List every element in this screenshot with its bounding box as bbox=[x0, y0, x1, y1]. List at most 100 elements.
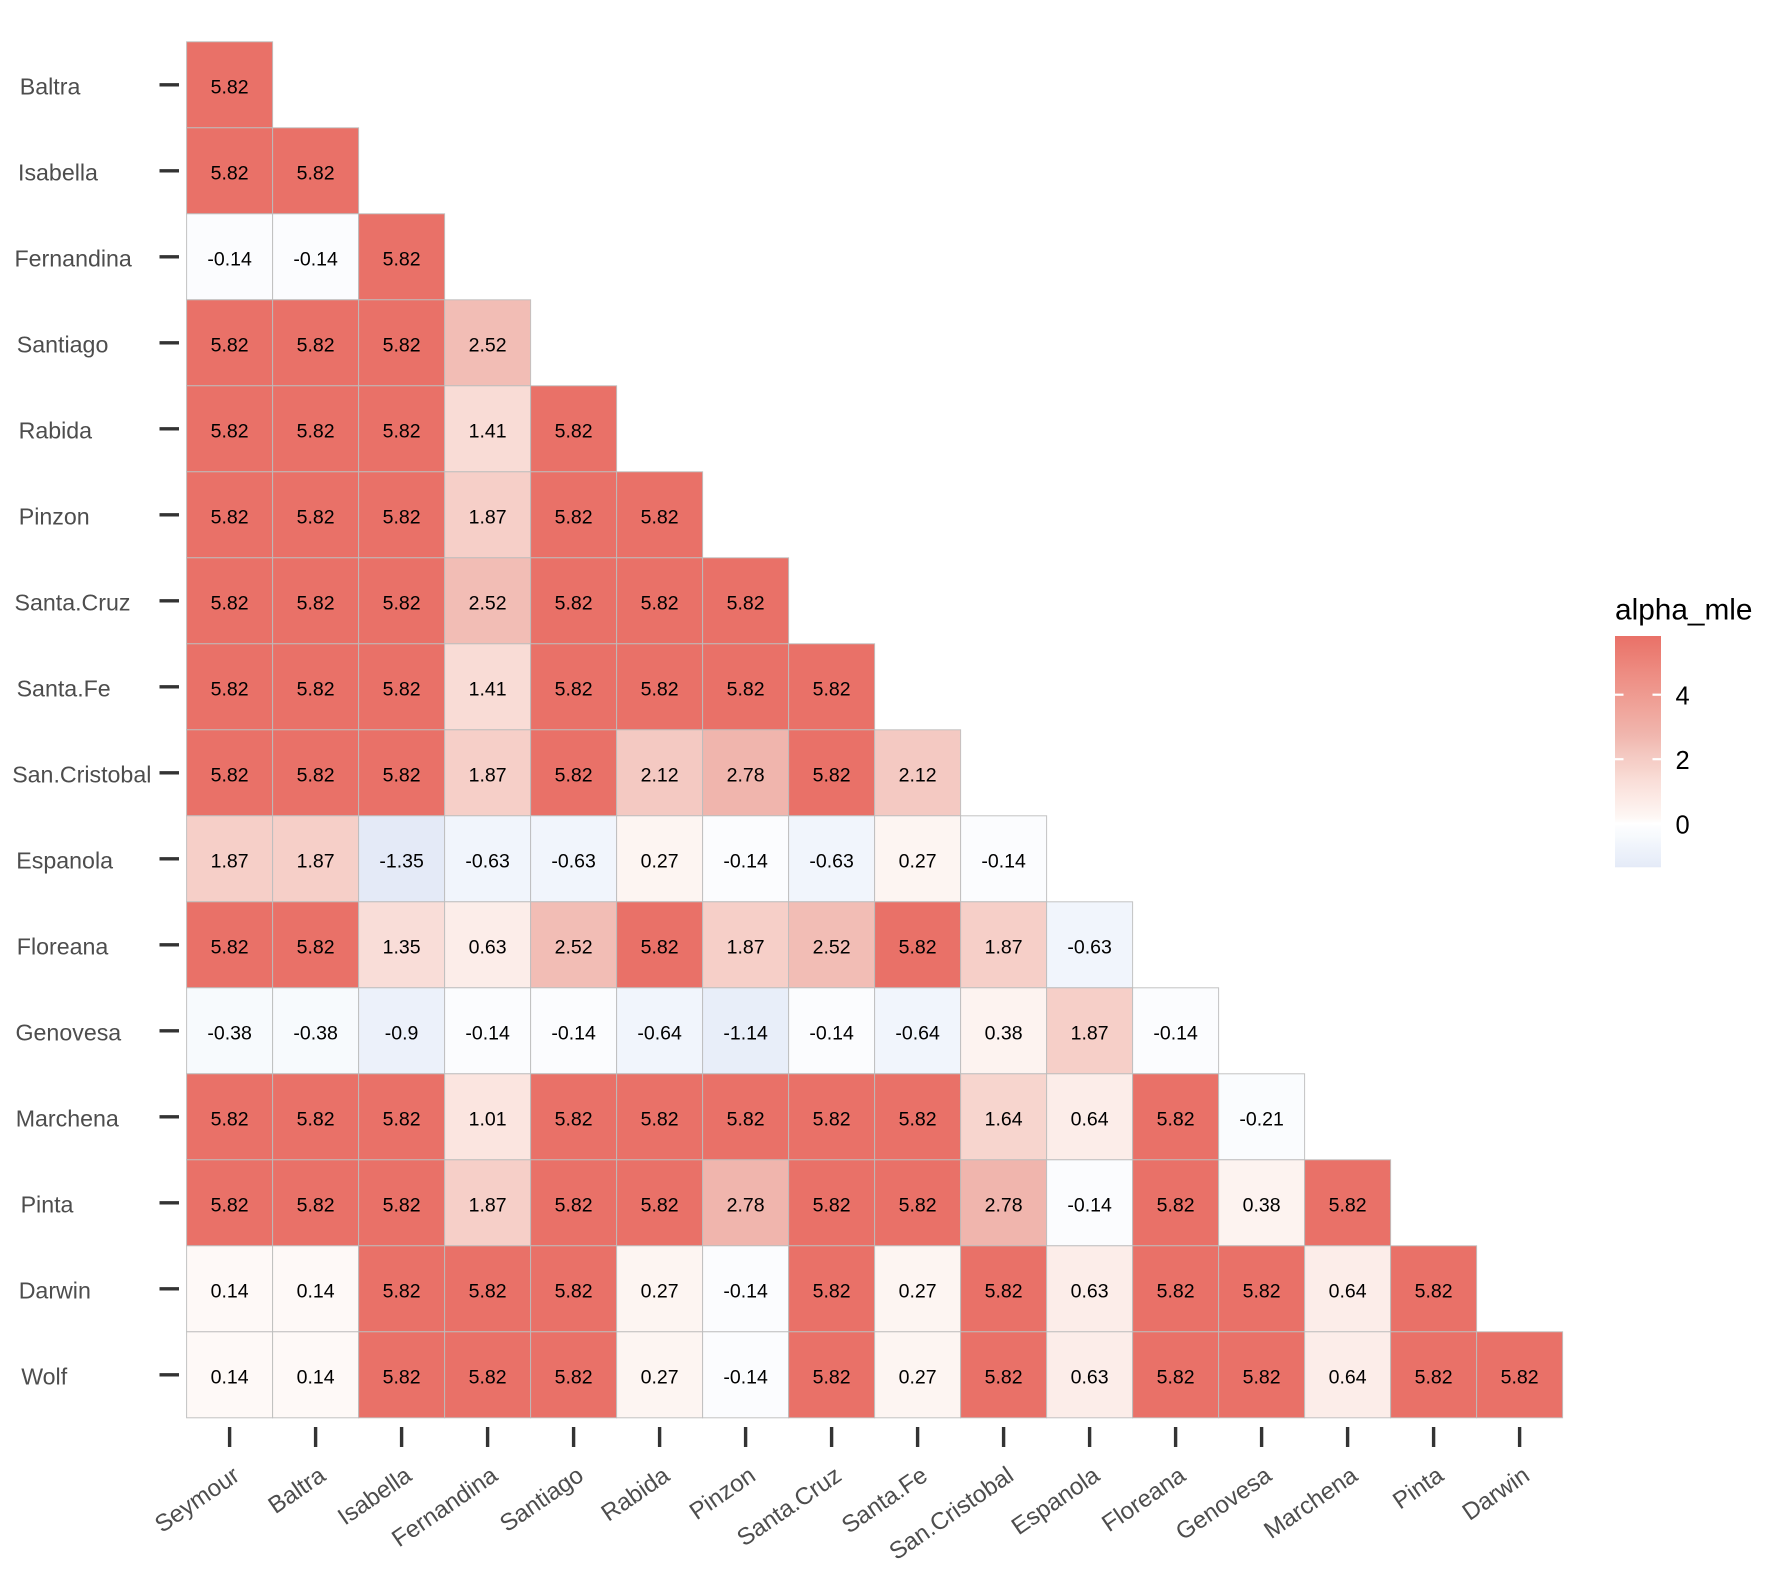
svg-text:5.82: 5.82 bbox=[211, 1108, 249, 1130]
svg-text:5.82: 5.82 bbox=[297, 1108, 335, 1130]
svg-text:1.87: 1.87 bbox=[211, 850, 249, 872]
svg-text:5.82: 5.82 bbox=[211, 162, 249, 184]
svg-text:1.01: 1.01 bbox=[469, 1108, 507, 1130]
svg-text:Wolf: Wolf bbox=[21, 1363, 68, 1389]
svg-text:Pinta: Pinta bbox=[21, 1191, 74, 1217]
svg-text:-0.38: -0.38 bbox=[207, 1022, 251, 1044]
svg-text:0.27: 0.27 bbox=[899, 1366, 937, 1388]
svg-text:5.82: 5.82 bbox=[1157, 1108, 1195, 1130]
svg-text:5.82: 5.82 bbox=[1243, 1366, 1281, 1388]
svg-text:5.82: 5.82 bbox=[985, 1280, 1023, 1302]
svg-text:-0.14: -0.14 bbox=[723, 1280, 768, 1302]
svg-text:5.82: 5.82 bbox=[1415, 1366, 1453, 1388]
svg-text:-0.14: -0.14 bbox=[551, 1022, 596, 1044]
svg-text:0.14: 0.14 bbox=[297, 1366, 335, 1388]
svg-text:Fernandina: Fernandina bbox=[15, 245, 132, 271]
svg-text:1.64: 1.64 bbox=[985, 1108, 1023, 1130]
svg-text:5.82: 5.82 bbox=[555, 1108, 593, 1130]
svg-text:-0.9: -0.9 bbox=[385, 1022, 419, 1044]
svg-text:5.82: 5.82 bbox=[297, 506, 335, 528]
svg-text:5.82: 5.82 bbox=[727, 678, 765, 700]
svg-text:5.82: 5.82 bbox=[211, 76, 249, 98]
svg-text:0.27: 0.27 bbox=[641, 1366, 679, 1388]
svg-text:Darwin: Darwin bbox=[19, 1277, 91, 1303]
svg-text:0.14: 0.14 bbox=[211, 1280, 249, 1302]
svg-text:5.82: 5.82 bbox=[813, 1280, 851, 1302]
svg-text:5.82: 5.82 bbox=[813, 1194, 851, 1216]
svg-text:Marchena: Marchena bbox=[16, 1105, 119, 1131]
svg-text:5.82: 5.82 bbox=[555, 506, 593, 528]
svg-text:Isabella: Isabella bbox=[18, 159, 98, 185]
svg-text:Santa.Fe: Santa.Fe bbox=[17, 675, 111, 701]
svg-text:5.82: 5.82 bbox=[383, 506, 421, 528]
svg-text:5.82: 5.82 bbox=[383, 420, 421, 442]
svg-text:5.82: 5.82 bbox=[1157, 1194, 1195, 1216]
svg-text:5.82: 5.82 bbox=[383, 1194, 421, 1216]
svg-text:5.82: 5.82 bbox=[383, 334, 421, 356]
svg-text:5.82: 5.82 bbox=[641, 936, 679, 958]
svg-text:5.82: 5.82 bbox=[211, 936, 249, 958]
svg-text:5.82: 5.82 bbox=[383, 1366, 421, 1388]
svg-text:-0.14: -0.14 bbox=[723, 850, 768, 872]
svg-text:5.82: 5.82 bbox=[641, 592, 679, 614]
svg-text:1.87: 1.87 bbox=[727, 936, 765, 958]
svg-text:5.82: 5.82 bbox=[211, 1194, 249, 1216]
svg-text:5.82: 5.82 bbox=[555, 1194, 593, 1216]
svg-text:-0.38: -0.38 bbox=[293, 1022, 337, 1044]
svg-text:-0.63: -0.63 bbox=[551, 850, 595, 872]
svg-text:Baltra: Baltra bbox=[20, 73, 81, 99]
svg-text:1.87: 1.87 bbox=[469, 764, 507, 786]
svg-text:2: 2 bbox=[1676, 747, 1690, 775]
svg-text:5.82: 5.82 bbox=[555, 1280, 593, 1302]
svg-text:5.82: 5.82 bbox=[1501, 1366, 1539, 1388]
svg-text:5.82: 5.82 bbox=[813, 1108, 851, 1130]
svg-text:-0.63: -0.63 bbox=[1067, 936, 1111, 958]
svg-text:5.82: 5.82 bbox=[899, 936, 937, 958]
svg-text:-0.21: -0.21 bbox=[1239, 1108, 1283, 1130]
svg-text:5.82: 5.82 bbox=[211, 592, 249, 614]
svg-text:0.27: 0.27 bbox=[641, 1280, 679, 1302]
svg-text:2.78: 2.78 bbox=[727, 764, 765, 786]
svg-text:2.52: 2.52 bbox=[555, 936, 593, 958]
svg-text:0.38: 0.38 bbox=[985, 1022, 1023, 1044]
svg-text:0.14: 0.14 bbox=[297, 1280, 335, 1302]
svg-text:1.41: 1.41 bbox=[469, 420, 507, 442]
svg-text:5.82: 5.82 bbox=[1415, 1280, 1453, 1302]
svg-text:-0.14: -0.14 bbox=[465, 1022, 510, 1044]
svg-text:5.82: 5.82 bbox=[297, 334, 335, 356]
svg-text:5.82: 5.82 bbox=[641, 506, 679, 528]
svg-text:alpha_mle: alpha_mle bbox=[1615, 594, 1753, 627]
svg-text:-0.63: -0.63 bbox=[465, 850, 509, 872]
svg-text:-0.14: -0.14 bbox=[1067, 1194, 1112, 1216]
svg-text:Floreana: Floreana bbox=[17, 933, 109, 959]
svg-text:0.64: 0.64 bbox=[1329, 1366, 1367, 1388]
svg-text:-0.14: -0.14 bbox=[207, 248, 252, 270]
svg-text:-1.14: -1.14 bbox=[723, 1022, 768, 1044]
svg-text:2.52: 2.52 bbox=[469, 592, 507, 614]
svg-text:-0.64: -0.64 bbox=[895, 1022, 940, 1044]
svg-text:1.87: 1.87 bbox=[1071, 1022, 1109, 1044]
svg-text:Espanola: Espanola bbox=[16, 847, 113, 873]
svg-text:5.82: 5.82 bbox=[899, 1194, 937, 1216]
svg-text:5.82: 5.82 bbox=[1157, 1366, 1195, 1388]
svg-text:-0.14: -0.14 bbox=[981, 850, 1026, 872]
svg-text:5.82: 5.82 bbox=[1329, 1194, 1367, 1216]
svg-text:-0.14: -0.14 bbox=[723, 1366, 768, 1388]
svg-text:2.12: 2.12 bbox=[641, 764, 679, 786]
svg-text:5.82: 5.82 bbox=[469, 1366, 507, 1388]
svg-text:5.82: 5.82 bbox=[641, 1194, 679, 1216]
svg-text:5.82: 5.82 bbox=[813, 678, 851, 700]
svg-text:0.64: 0.64 bbox=[1071, 1108, 1109, 1130]
svg-text:5.82: 5.82 bbox=[297, 420, 335, 442]
svg-text:5.82: 5.82 bbox=[297, 162, 335, 184]
svg-text:1.87: 1.87 bbox=[469, 1194, 507, 1216]
svg-text:1.35: 1.35 bbox=[383, 936, 421, 958]
svg-text:5.82: 5.82 bbox=[899, 1108, 937, 1130]
svg-text:5.82: 5.82 bbox=[297, 936, 335, 958]
svg-text:2.52: 2.52 bbox=[813, 936, 851, 958]
svg-text:Rabida: Rabida bbox=[19, 417, 93, 443]
svg-text:5.82: 5.82 bbox=[555, 420, 593, 442]
svg-text:5.82: 5.82 bbox=[297, 592, 335, 614]
svg-text:1.87: 1.87 bbox=[469, 506, 507, 528]
svg-text:2.12: 2.12 bbox=[899, 764, 937, 786]
